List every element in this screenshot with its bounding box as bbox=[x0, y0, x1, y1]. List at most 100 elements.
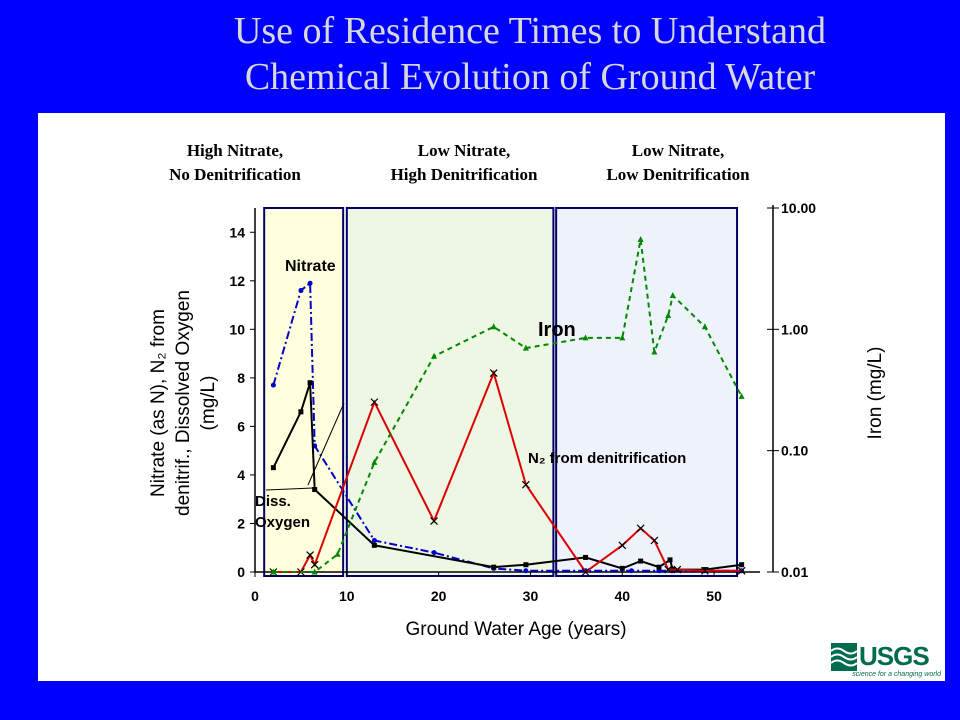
x-tick-label: 50 bbox=[706, 588, 722, 604]
n2_from_denitrification-point bbox=[664, 565, 673, 574]
nitrate-point bbox=[270, 382, 276, 388]
dissolved_oxygen-point bbox=[307, 380, 313, 386]
nitrate-point bbox=[298, 288, 304, 294]
region-label-line: High Denitrification bbox=[390, 165, 538, 184]
slide-title-line1: Use of Residence Times to Understand bbox=[233, 10, 827, 52]
n2_from_denitrification-point bbox=[306, 551, 315, 559]
dissolved_oxygen-point bbox=[298, 409, 304, 415]
y-tick-label: 0 bbox=[237, 564, 245, 580]
iron-line bbox=[273, 239, 743, 573]
y2-tick-label: 1.00 bbox=[781, 321, 808, 337]
diss-oxygen-leader-2 bbox=[307, 402, 345, 486]
y-axis-label-line3: (mg/L) bbox=[198, 376, 219, 431]
iron-point bbox=[582, 334, 589, 341]
iron-point bbox=[270, 568, 277, 575]
region-label-high-denitrification: Low Nitrate, High Denitrification bbox=[354, 139, 574, 187]
chart-svg: 0 10 20 30 40 50024681012140.010.101.0010.00 … bbox=[148, 200, 886, 640]
iron-annotation: Iron bbox=[538, 319, 576, 341]
y-tick-label: 12 bbox=[229, 273, 245, 289]
nitrate-point bbox=[523, 568, 529, 574]
x-tick-label: 10 bbox=[339, 588, 355, 604]
x-tick-label: 0 bbox=[251, 588, 259, 604]
x-tick-label: 30 bbox=[523, 588, 539, 604]
n2_from_denitrification-point bbox=[673, 565, 682, 574]
chart-panel: 0 10 20 30 40 50 0 2 4 6 8 10 12 14 0.01 0.10 1.00 10.00 … bbox=[38, 113, 945, 681]
y-tick-label: 2 bbox=[237, 515, 245, 531]
dissolved_oxygen-point bbox=[702, 567, 708, 573]
n2_from_denitrification-point bbox=[650, 536, 659, 545]
n2_from_denitrification-point bbox=[737, 566, 746, 575]
nitrate-point bbox=[307, 280, 313, 286]
dissolved_oxygen-point bbox=[491, 564, 497, 570]
iron-point bbox=[651, 348, 658, 355]
y-tick-label: 6 bbox=[237, 418, 245, 434]
iron-point bbox=[371, 458, 378, 465]
y2-tick-label: 0.10 bbox=[781, 443, 808, 459]
y-axis-label-line1: Nitrate (as N), N₂ from bbox=[148, 309, 169, 497]
n2_from_denitrification-point bbox=[521, 480, 530, 489]
nitrate-annotation: Nitrate bbox=[285, 258, 336, 275]
diss-oxygen-leader-1 bbox=[265, 487, 314, 491]
y-tick-label: 8 bbox=[237, 370, 245, 386]
usgs-wordmark: USGS bbox=[859, 641, 930, 671]
n2-annotation: N₂ from denitrification bbox=[528, 450, 686, 467]
dissolved_oxygen-point bbox=[656, 564, 662, 570]
iron-point bbox=[334, 550, 341, 557]
y2-axis-label: Iron (mg/L) bbox=[865, 347, 886, 440]
n2_from_denitrification-point bbox=[489, 369, 498, 377]
y-tick-label: 10 bbox=[229, 321, 245, 337]
n2_from_denitrification-line bbox=[273, 369, 742, 574]
dissolved_oxygen-point bbox=[583, 554, 589, 560]
n2_from_denitrification-point bbox=[700, 566, 709, 575]
iron-point bbox=[738, 392, 745, 399]
iron-point bbox=[665, 312, 672, 319]
n2_from_denitrification-point bbox=[430, 517, 438, 525]
region-label-line: No Denitrification bbox=[169, 165, 301, 184]
diss-oxygen-annotation-line1: Diss. bbox=[255, 493, 291, 510]
region-label-line: Low Nitrate, bbox=[631, 141, 725, 160]
x-tick-label: 40 bbox=[614, 588, 630, 604]
x-axis-label: Ground Water Age (years) bbox=[405, 619, 626, 640]
n2_from_denitrification-point bbox=[370, 398, 379, 407]
region-label-line: High Nitrate, bbox=[186, 141, 284, 160]
y-axis-label-line2: denitrif., Dissolved Oxygen bbox=[173, 290, 194, 516]
iron-point bbox=[619, 334, 626, 341]
iron-point bbox=[431, 352, 438, 359]
n2_from_denitrification-point bbox=[581, 568, 590, 576]
dissolved_oxygen-point bbox=[312, 486, 318, 492]
region-box-3 bbox=[555, 207, 739, 577]
iron-point bbox=[311, 568, 318, 575]
dissolved_oxygen-point bbox=[638, 558, 644, 564]
region-box-1 bbox=[263, 207, 345, 577]
nitrate-point bbox=[371, 537, 377, 543]
dissolved_oxygen-point bbox=[667, 557, 673, 563]
region-label-line: Low Nitrate, bbox=[417, 141, 511, 160]
diss-oxygen-annotation-line2: Oxygen bbox=[255, 514, 310, 531]
region-label-line: Low Denitrification bbox=[606, 165, 750, 184]
region-backgrounds bbox=[263, 207, 739, 577]
annotations: Nitrate Diss. Oxygen Iron N₂ from denitr… bbox=[255, 258, 686, 531]
dissolved_oxygen-point bbox=[523, 562, 529, 568]
region-box-2 bbox=[345, 207, 555, 577]
region-label-high-nitrate: High Nitrate, No Denitrification bbox=[125, 139, 345, 187]
slide-title-line2: Chemical Evolution of Ground Water bbox=[244, 56, 816, 98]
dissolved_oxygen-point bbox=[739, 562, 745, 568]
iron-point bbox=[522, 344, 529, 351]
usgs-wave-icon bbox=[831, 643, 857, 671]
series-lines bbox=[269, 236, 746, 576]
nitrate-point bbox=[431, 550, 437, 556]
y-tick-label: 4 bbox=[237, 467, 245, 483]
axes: 0 10 20 30 40 50 0 2 4 6 8 10 12 14 0.01 0.10 1.00 10.00 bbox=[229, 200, 816, 604]
axis-titles: Ground Water Age (years) Nitrate (as N),… bbox=[148, 290, 886, 640]
iron-point bbox=[701, 323, 708, 330]
n2_from_denitrification-point bbox=[310, 560, 319, 569]
n2_from_denitrification-point bbox=[618, 541, 627, 550]
dissolved_oxygen-point bbox=[619, 565, 625, 571]
region-label-low-denitrification: Low Nitrate, Low Denitrification bbox=[568, 139, 788, 187]
iron-point bbox=[669, 292, 676, 299]
y-tick-label: 14 bbox=[229, 224, 245, 240]
nitrate-point bbox=[628, 568, 634, 574]
usgs-logo: USGS science for a changing world bbox=[831, 641, 941, 681]
iron-point bbox=[490, 323, 497, 330]
usgs-tagline: science for a changing world bbox=[852, 671, 941, 678]
